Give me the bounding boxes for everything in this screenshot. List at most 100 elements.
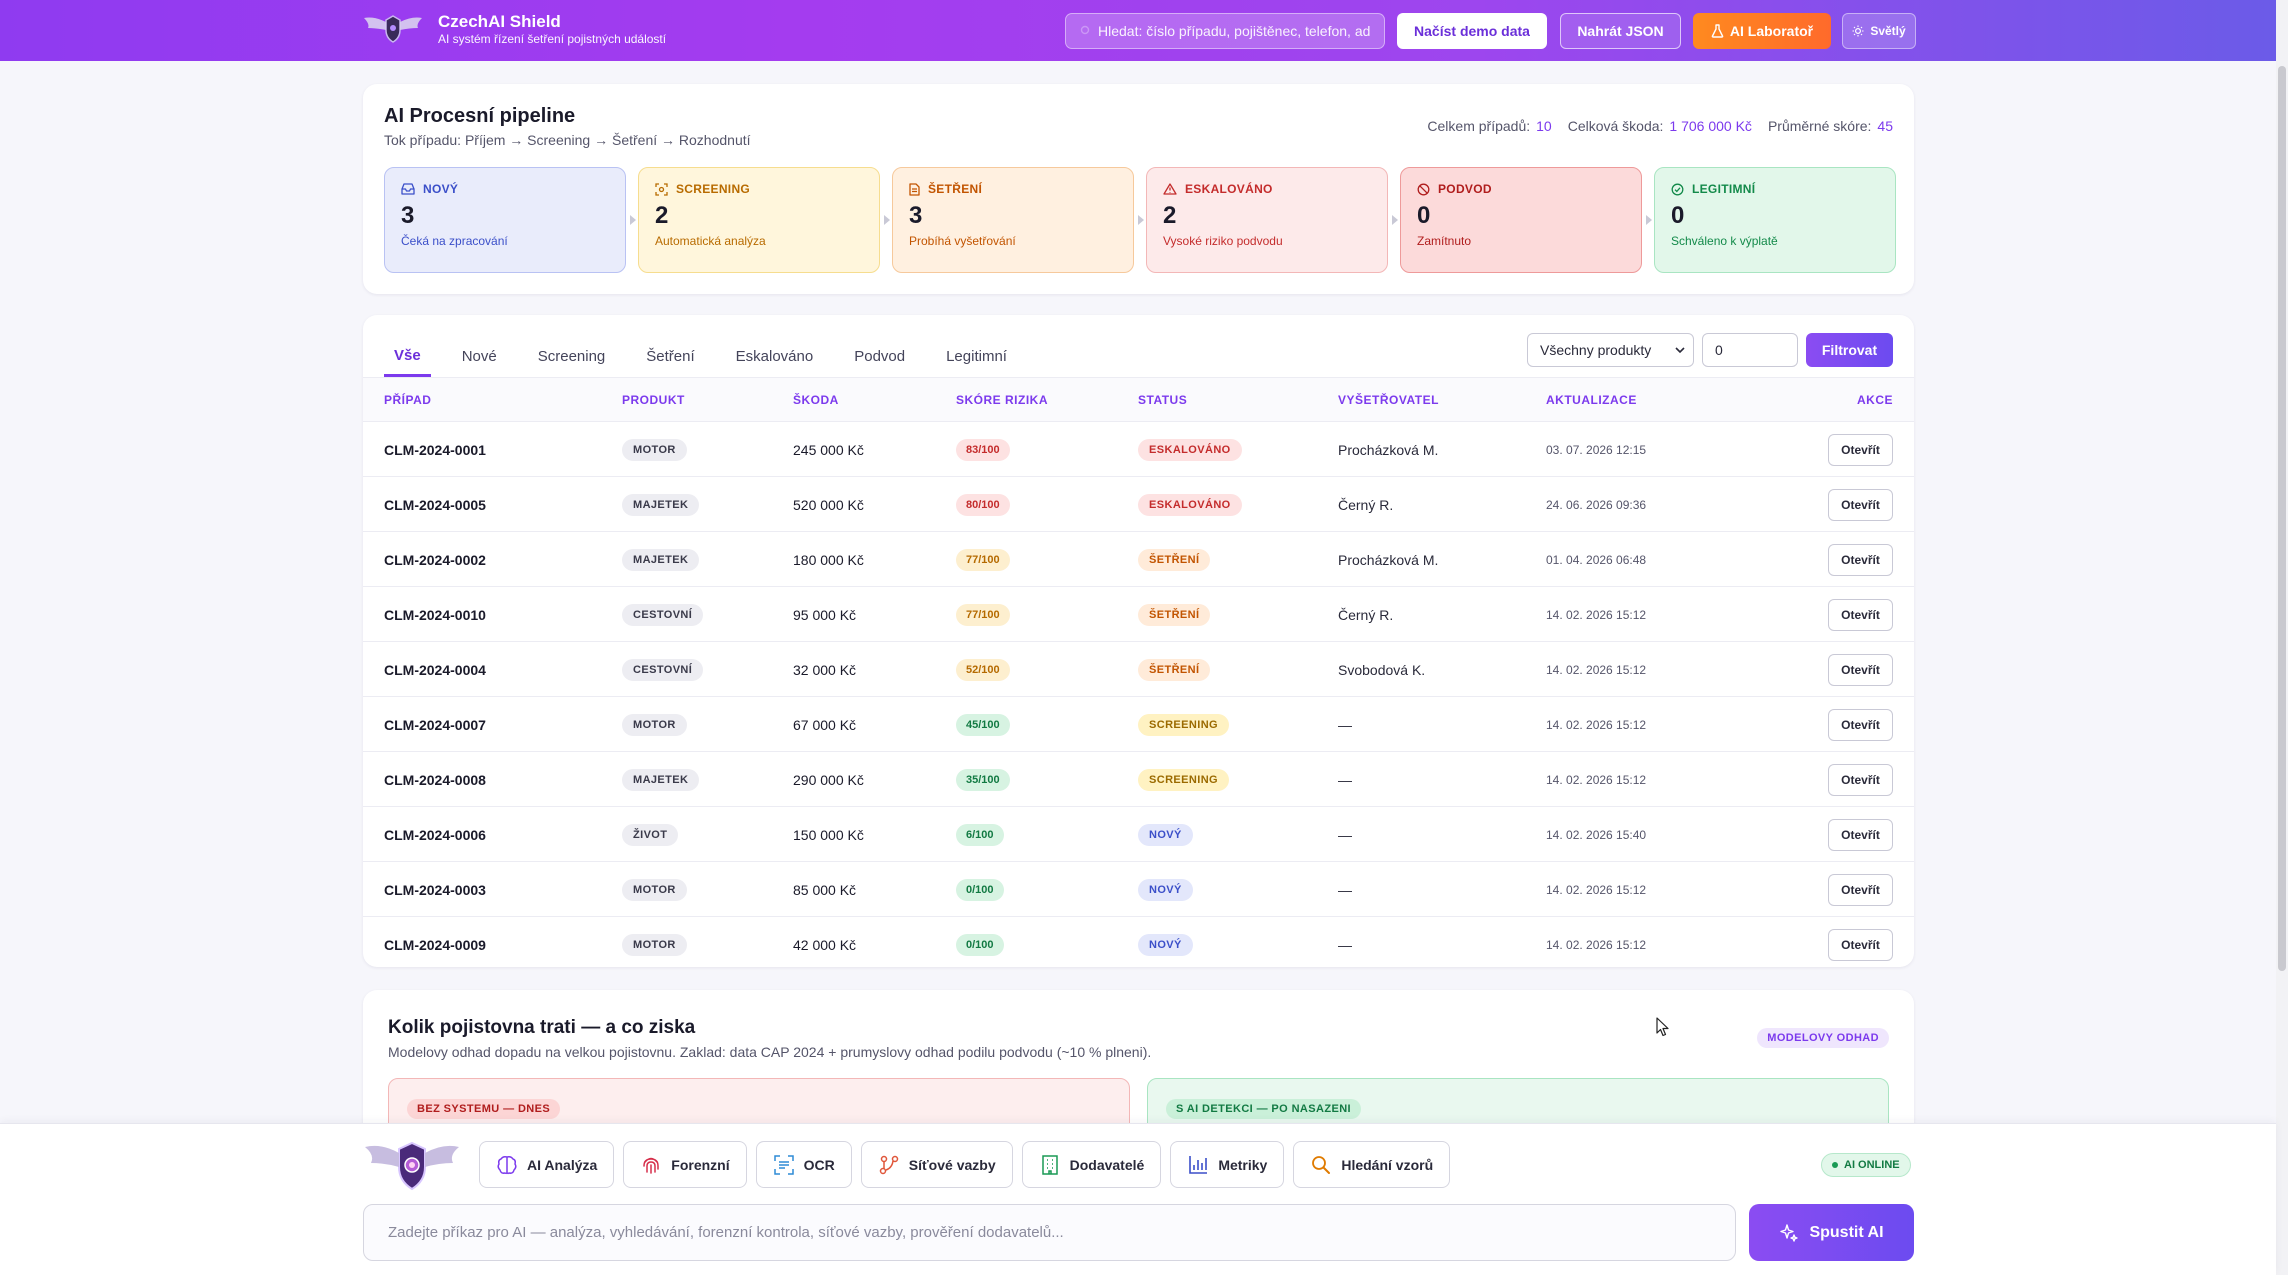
load-demo-data-button[interactable]: Načíst demo data <box>1397 13 1547 49</box>
theme-toggle-label: Světlý <box>1870 24 1906 38</box>
document-icon <box>909 182 920 196</box>
risk-score-badge: 52/100 <box>956 658 1010 681</box>
ai-online-label: AI ONLINE <box>1844 1159 1900 1171</box>
case-id[interactable]: CLM-2024-0004 <box>384 661 486 678</box>
search-icon <box>1080 25 1090 35</box>
theme-toggle-button[interactable]: Světlý <box>1842 13 1916 49</box>
col-product[interactable]: PRODUKT <box>622 393 685 407</box>
status-cell: ESKALOVÁNO <box>1138 422 1242 477</box>
open-case-button[interactable]: Otevřít <box>1828 488 1893 521</box>
open-case-button[interactable]: Otevřít <box>1828 708 1893 741</box>
status-badge: ŠETŘENÍ <box>1138 658 1211 681</box>
tab-investigation[interactable]: Šetření <box>646 348 695 365</box>
tool-forensic[interactable]: Forenzní <box>623 1141 747 1188</box>
search-input[interactable] <box>1098 23 1378 39</box>
tab-fraud[interactable]: Podvod <box>854 348 906 365</box>
tab-all[interactable]: Vše <box>384 347 431 377</box>
tool-suppliers[interactable]: Dodavatelé <box>1021 1141 1162 1188</box>
min-amount-input[interactable]: 0 <box>1702 333 1798 367</box>
table-row[interactable]: CLM-2024-0009 MOTOR 42 000 Kč 0/100 NOVÝ — 14.… <box>363 916 1914 971</box>
tool-ocr-label: OCR <box>803 1156 835 1173</box>
building-icon <box>1041 1154 1058 1175</box>
ai-lab-button[interactable]: AI Laboratoř <box>1693 13 1831 49</box>
investigator-name: Černý R. <box>1338 606 1394 623</box>
scrollbar-thumb[interactable] <box>2278 66 2286 971</box>
stage-legitimate[interactable]: LEGITIMNÍ 0 Schváleno k výplatě <box>1654 167 1896 273</box>
investigator-name: Černý R. <box>1338 496 1394 513</box>
stage-escalated[interactable]: ESKALOVÁNO 2 Vysoké riziko podvodu <box>1146 167 1398 273</box>
check-circle-icon <box>1671 183 1684 195</box>
open-case-button[interactable]: Otevřít <box>1828 598 1893 631</box>
tool-ai-analysis[interactable]: AI Analýza <box>479 1141 615 1188</box>
table-row[interactable]: CLM-2024-0003 MOTOR 85 000 Kč 0/100 NOVÝ — 14.… <box>363 861 1914 916</box>
damage-amount: 245 000 Kč <box>793 441 864 458</box>
case-id[interactable]: CLM-2024-0010 <box>384 606 486 623</box>
open-case-button[interactable]: Otevřít <box>1828 543 1893 576</box>
table-row[interactable]: CLM-2024-0005 MAJETEK 520 000 Kč 80/100 ESKA… <box>363 476 1914 531</box>
col-score[interactable]: SKÓRE RIZIKA <box>956 393 1049 407</box>
stage-legitimate-count: 0 <box>1671 202 1685 229</box>
tool-ocr[interactable]: OCR <box>755 1141 852 1188</box>
col-status[interactable]: STATUS <box>1138 393 1188 407</box>
stage-new[interactable]: NOVÝ 3 Čeká na zpracování <box>384 167 636 273</box>
product-badge: MOTOR <box>622 933 687 956</box>
case-id[interactable]: CLM-2024-0009 <box>384 936 486 953</box>
tool-network[interactable]: Síťové vazby <box>860 1141 1013 1188</box>
product-badge: MAJETEK <box>622 768 700 791</box>
tab-screening[interactable]: Screening <box>537 348 606 365</box>
table-row[interactable]: CLM-2024-0007 MOTOR 67 000 Kč 45/100 SCREENI… <box>363 696 1914 751</box>
col-case[interactable]: PŘÍPAD <box>384 393 432 407</box>
ai-prompt-input[interactable] <box>388 1224 1688 1241</box>
brand[interactable]: CzechAI Shield AI systém řízení šetření … <box>362 12 666 46</box>
open-case-button[interactable]: Otevřít <box>1828 818 1893 851</box>
damage-amount: 85 000 Kč <box>793 881 857 898</box>
pipeline-title: AI Procesní pipeline <box>384 105 576 127</box>
risk-score-badge: 0/100 <box>956 933 1004 956</box>
col-investigator[interactable]: VYŠETŘOVATEL <box>1338 393 1439 407</box>
open-case-button[interactable]: Otevřít <box>1828 653 1893 686</box>
case-id[interactable]: CLM-2024-0005 <box>384 496 486 513</box>
tool-pattern-search[interactable]: Hledání vzorů <box>1293 1141 1451 1188</box>
ban-icon <box>1417 183 1430 195</box>
table-row[interactable]: CLM-2024-0010 CESTOVNÍ 95 000 Kč 77/100 ŠETŘ… <box>363 586 1914 641</box>
case-id[interactable]: CLM-2024-0006 <box>384 826 486 843</box>
global-search[interactable] <box>1065 13 1385 49</box>
upload-json-button[interactable]: Nahrát JSON <box>1560 13 1681 49</box>
case-id[interactable]: CLM-2024-0003 <box>384 881 486 898</box>
score-cell: 80/100 <box>956 477 1010 532</box>
ai-prompt-field[interactable] <box>363 1204 1736 1261</box>
open-case-button[interactable]: Otevřít <box>1828 433 1893 466</box>
filter-button[interactable]: Filtrovat <box>1806 333 1893 367</box>
table-row[interactable]: CLM-2024-0001 MOTOR 245 000 Kč 83/100 ESKALO… <box>363 421 1914 476</box>
case-id[interactable]: CLM-2024-0007 <box>384 716 486 733</box>
table-row[interactable]: CLM-2024-0006 ŽIVOT 150 000 Kč 6/100 NOVÝ — 14… <box>363 806 1914 861</box>
open-case-button[interactable]: Otevřít <box>1828 763 1893 796</box>
tab-legitimate[interactable]: Legitimní <box>946 348 1007 365</box>
case-id[interactable]: CLM-2024-0008 <box>384 771 486 788</box>
tool-metrics[interactable]: Metriky <box>1170 1141 1285 1188</box>
table-row[interactable]: CLM-2024-0008 MAJETEK 290 000 Kč 35/100 SCRE… <box>363 751 1914 806</box>
load-demo-data-label: Načíst demo data <box>1414 23 1530 39</box>
table-row[interactable]: CLM-2024-0002 MAJETEK 180 000 Kč 77/100 ŠETŘ… <box>363 531 1914 586</box>
product-select[interactable]: Všechny produkty <box>1527 333 1694 367</box>
page-scrollbar[interactable] <box>2276 0 2288 1275</box>
tab-new[interactable]: Nové <box>461 348 497 365</box>
table-row[interactable]: CLM-2024-0004 CESTOVNÍ 32 000 Kč 52/100 ŠETŘ… <box>363 641 1914 696</box>
tab-escalated[interactable]: Eskalováno <box>735 348 814 365</box>
col-damage[interactable]: ŠKODA <box>793 393 839 407</box>
impact-title: Kolik pojistovna trati — a co ziska <box>388 1017 696 1038</box>
col-updated[interactable]: AKTUALIZACE <box>1546 393 1637 407</box>
run-ai-button[interactable]: Spustit AI <box>1749 1204 1914 1261</box>
stage-screening[interactable]: SCREENING 2 Automatická analýza <box>638 167 890 273</box>
action-cell: Otevřít <box>1828 477 1893 532</box>
investigator-name: — <box>1338 881 1352 898</box>
open-case-button[interactable]: Otevřít <box>1828 928 1893 961</box>
risk-score-badge: 45/100 <box>956 713 1010 736</box>
shield-wings-logo-icon <box>364 15 422 43</box>
open-case-button[interactable]: Otevřít <box>1828 873 1893 906</box>
score-cell: 83/100 <box>956 422 1010 477</box>
case-id[interactable]: CLM-2024-0001 <box>384 441 486 458</box>
case-id[interactable]: CLM-2024-0002 <box>384 551 486 568</box>
stage-fraud[interactable]: PODVOD 0 Zamítnuto <box>1400 167 1652 273</box>
stage-investigation[interactable]: ŠETŘENÍ 3 Probíhá vyšetřování <box>892 167 1144 273</box>
